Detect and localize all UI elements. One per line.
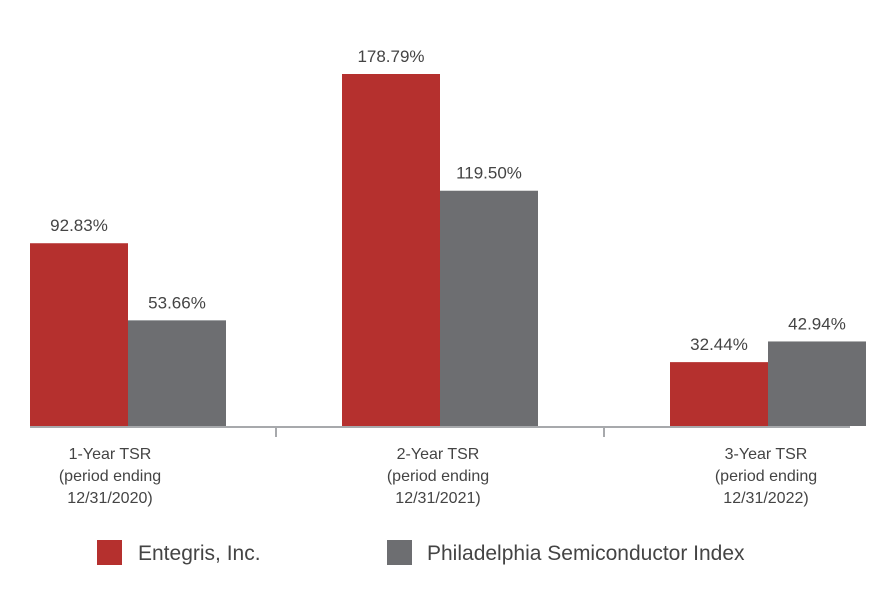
legend-swatch-sox — [387, 540, 412, 565]
value-label-sox-2: 119.50% — [456, 164, 522, 183]
category-label-2-line-2: (period ending — [387, 468, 489, 485]
category-label-3-line-2: (period ending — [715, 468, 817, 485]
bar-sox-3 — [768, 341, 866, 426]
value-labels-layer: 92.83% 178.79% 32.44% 53.66% 119.50% 42.94% — [50, 47, 846, 354]
category-label-3-line-1: 3-Year TSR — [725, 446, 808, 463]
value-label-sox-3: 42.94% — [788, 314, 846, 333]
value-label-entegris-3: 32.44% — [690, 335, 748, 354]
category-label-2-line-3: 12/31/2021) — [395, 490, 480, 507]
value-label-entegris-2: 178.79% — [357, 47, 424, 66]
x-axis — [30, 426, 850, 437]
category-label-1-line-1: 1-Year TSR — [69, 446, 152, 463]
legend-label-entegris: Entegris, Inc. — [138, 542, 261, 565]
category-labels-layer: 1-Year TSR (period ending 12/31/2020) 2-Yea… — [59, 446, 817, 507]
legend: Entegris, Inc. Philadelphia Semiconductor… — [97, 540, 745, 565]
category-label-3-line-3: 12/31/2022) — [723, 490, 808, 507]
category-label-1-line-3: 12/31/2020) — [67, 490, 152, 507]
legend-swatch-entegris — [97, 540, 122, 565]
value-label-entegris-1: 92.83% — [50, 216, 108, 235]
bars-layer — [30, 74, 866, 426]
category-label-1-line-2: (period ending — [59, 468, 161, 485]
bar-entegris-2 — [342, 74, 440, 426]
value-label-sox-1: 53.66% — [148, 293, 206, 312]
bar-entegris-3 — [670, 362, 768, 426]
bar-sox-1 — [128, 320, 226, 426]
bar-sox-2 — [440, 190, 538, 426]
bar-entegris-1 — [30, 243, 128, 426]
category-label-2-line-1: 2-Year TSR — [397, 446, 480, 463]
legend-label-sox: Philadelphia Semiconductor Index — [427, 542, 745, 565]
